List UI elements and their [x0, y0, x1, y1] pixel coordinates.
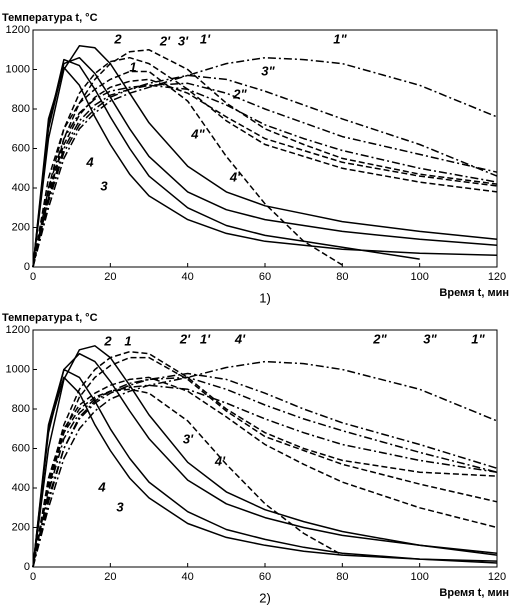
- x-tick-label: 20: [104, 571, 116, 583]
- y-tick-label: 800: [12, 103, 30, 115]
- curve: [32, 360, 498, 568]
- curve-label: 2': [159, 33, 171, 48]
- y-tick-label: 600: [12, 442, 30, 454]
- y-axis-label: Температура t, °C: [2, 312, 98, 324]
- x-tick-label: 0: [30, 271, 36, 283]
- x-tick-label: 20: [104, 271, 116, 283]
- curve-label: 1: [124, 333, 131, 348]
- x-tick-label: 40: [182, 271, 194, 283]
- x-tick-label: 40: [182, 571, 194, 583]
- curve-label: 1: [129, 59, 136, 74]
- curve: [32, 388, 343, 568]
- curve-label: 2: [113, 31, 122, 46]
- panel-label: 2): [259, 590, 271, 605]
- curve: [32, 345, 498, 568]
- curve-label: 1': [200, 331, 211, 346]
- plot-frame: [32, 329, 498, 568]
- curve: [32, 372, 498, 568]
- x-tick-label: 100: [410, 571, 428, 583]
- curve-label: 3: [100, 178, 108, 193]
- curve-label: 3: [116, 499, 124, 514]
- curve-label: 4: [85, 154, 94, 169]
- curve: [32, 350, 498, 568]
- curve-label: 2': [179, 331, 191, 346]
- curve-label: 2: [103, 333, 112, 348]
- y-tick-label: 0: [24, 261, 30, 273]
- y-tick-label: 200: [12, 221, 30, 233]
- curve-label: 2": [372, 331, 387, 346]
- curve-label: 3': [183, 431, 194, 446]
- curve-label: 1": [333, 31, 347, 46]
- curve-label: 4: [97, 479, 106, 494]
- curve-label: 3': [178, 33, 189, 48]
- curve: [32, 49, 498, 268]
- curve-label: 1': [200, 31, 211, 46]
- curve: [32, 376, 498, 568]
- x-tick-label: 120: [488, 571, 506, 583]
- panel-label: 1): [259, 290, 271, 305]
- curve: [32, 368, 498, 568]
- x-tick-label: 0: [30, 571, 36, 583]
- curve: [32, 352, 498, 568]
- y-tick-label: 1200: [6, 324, 30, 336]
- x-tick-label: 120: [488, 271, 506, 283]
- y-tick-label: 800: [12, 403, 30, 415]
- y-axis-label: Температура t, °C: [2, 12, 98, 24]
- x-axis-label: Время t, мин: [439, 287, 509, 299]
- y-tick-label: 200: [12, 521, 30, 533]
- curve-label: 4': [229, 169, 241, 184]
- x-tick-label: 80: [336, 571, 348, 583]
- curve-label: 1": [471, 331, 485, 346]
- curve: [32, 56, 498, 268]
- x-tick-label: 80: [336, 271, 348, 283]
- curve: [32, 58, 420, 268]
- x-tick-label: 100: [410, 271, 428, 283]
- curve: [32, 356, 498, 568]
- curve: [32, 74, 498, 268]
- curve: [32, 70, 343, 268]
- y-tick-label: 600: [12, 142, 30, 154]
- x-tick-label: 60: [259, 571, 271, 583]
- y-tick-label: 1000: [6, 363, 30, 375]
- curve-label: 4': [214, 453, 226, 468]
- curve-label: 2": [232, 86, 247, 101]
- curve: [32, 66, 498, 268]
- curve-label: 4": [190, 126, 205, 141]
- curve: [32, 82, 498, 268]
- curve: [32, 78, 498, 268]
- x-tick-label: 60: [259, 271, 271, 283]
- curve: [32, 56, 498, 268]
- curve-label: 3": [261, 63, 275, 78]
- y-tick-label: 0: [24, 561, 30, 573]
- y-tick-label: 400: [12, 182, 30, 194]
- curve-label: 4': [234, 331, 246, 346]
- y-tick-label: 400: [12, 482, 30, 494]
- curve: [32, 376, 498, 568]
- y-tick-label: 1000: [6, 63, 30, 75]
- y-tick-label: 1200: [6, 24, 30, 36]
- curve-label: 3": [423, 331, 437, 346]
- x-axis-label: Время t, мин: [439, 587, 509, 599]
